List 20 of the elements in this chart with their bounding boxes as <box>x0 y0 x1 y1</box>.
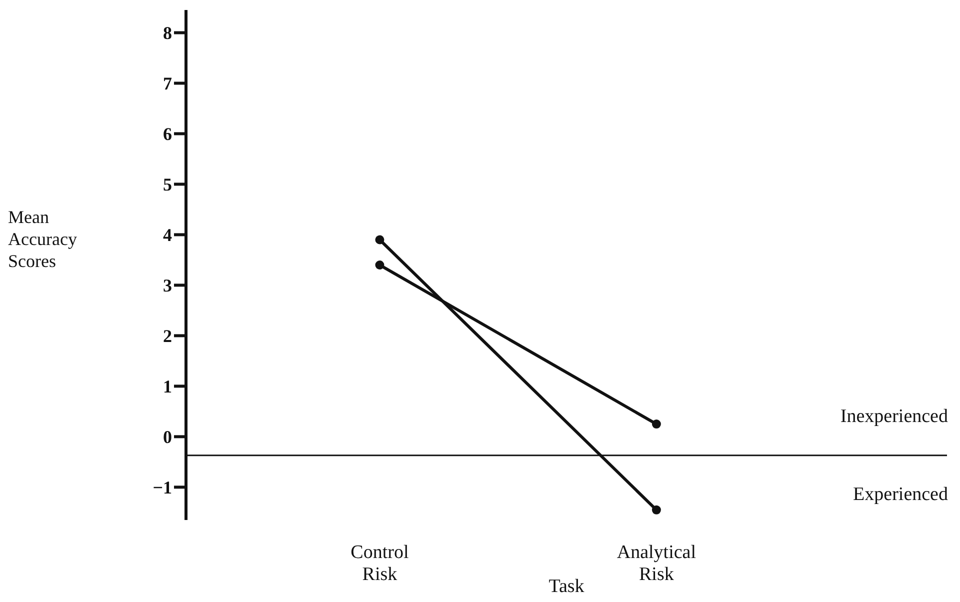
x-axis-title: Task <box>548 576 585 597</box>
x-tick-label: Analytical Risk <box>616 542 696 585</box>
y-tick-label: 4 <box>163 225 172 246</box>
point <box>375 260 384 270</box>
y-tick-label: 5 <box>163 174 172 195</box>
y-tick-label: 2 <box>163 326 172 346</box>
point <box>652 420 661 429</box>
y-tick-label: 8 <box>163 23 172 44</box>
point <box>652 505 661 514</box>
y-tick-label: 6 <box>163 124 172 144</box>
y-tick-label: 0 <box>163 427 172 448</box>
x-tick-label: Control Risk <box>350 542 409 585</box>
text: Experienced <box>853 484 948 505</box>
y-tick-label: 1 <box>163 376 172 397</box>
y-tick-label: 7 <box>163 74 172 94</box>
text: Inexperienced <box>840 406 948 428</box>
point <box>375 235 384 244</box>
y-tick-label: −1 <box>152 478 172 498</box>
y-axis-title: Mean Accuracy Scores <box>8 206 78 272</box>
y-tick-label: 3 <box>163 276 172 296</box>
